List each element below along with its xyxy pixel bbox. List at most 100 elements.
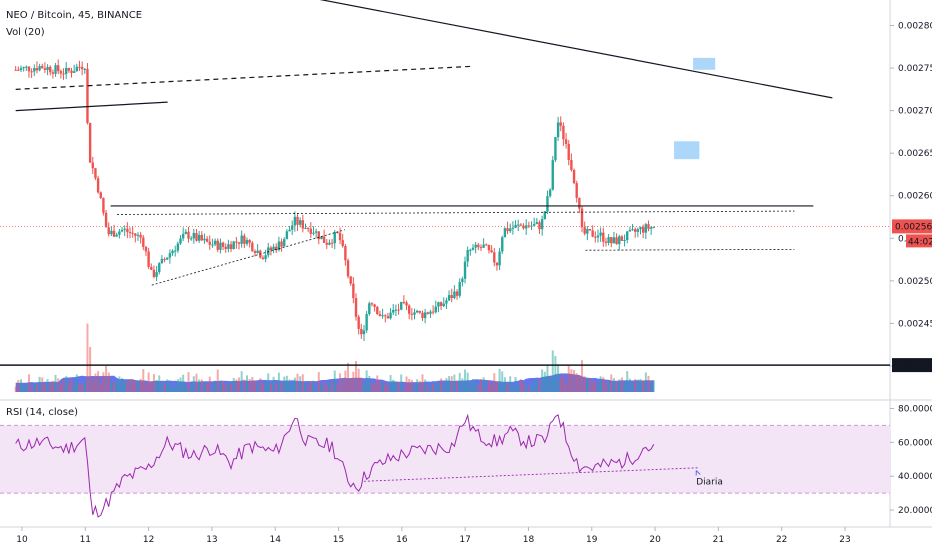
volume-bar — [602, 377, 605, 392]
time-tick-label: 13 — [206, 535, 217, 545]
volume-bar — [206, 384, 209, 392]
candle-body — [216, 240, 219, 250]
volume-bar — [256, 382, 259, 392]
candle-body — [171, 250, 174, 254]
candle-body — [43, 68, 47, 70]
volume-bar — [440, 378, 443, 392]
volume-bar — [147, 372, 150, 392]
support-level-label: 0.002401 — [895, 361, 932, 371]
candle-body — [333, 232, 336, 244]
candle-body — [54, 65, 57, 74]
candle-body — [487, 244, 491, 251]
candle-body — [251, 242, 254, 252]
volume-bar — [466, 372, 469, 392]
volume-bars-group — [14, 323, 655, 392]
candle-body — [49, 66, 52, 73]
candle-body — [636, 229, 640, 232]
candle-body — [495, 262, 499, 266]
volume-bar — [394, 381, 397, 392]
volume-bar — [509, 376, 512, 392]
volume-bar — [503, 377, 506, 392]
candle-body — [344, 246, 347, 261]
volume-bar — [17, 380, 20, 392]
candle-body — [296, 216, 299, 225]
volume-bar — [198, 379, 201, 392]
volume-bar — [121, 378, 124, 392]
volume-bar — [612, 378, 615, 392]
volume-bar — [192, 376, 195, 392]
volume-bar — [269, 383, 272, 392]
volume-bar — [373, 384, 376, 392]
volume-bar — [328, 381, 331, 392]
volume-bar — [200, 379, 203, 392]
time-tick-label: 23 — [839, 535, 850, 545]
candle-body — [224, 246, 227, 249]
candle-body — [578, 197, 581, 209]
price-tick-label: 0.002500 — [898, 277, 932, 287]
volume-bar — [567, 365, 570, 392]
price-tick-label: 0.002600 — [898, 192, 932, 202]
volume-bar — [381, 383, 384, 392]
candle-body — [184, 231, 188, 234]
volume-bar — [107, 372, 110, 392]
volume-bar — [129, 379, 132, 392]
volume-bar — [498, 368, 501, 392]
candle-body — [306, 227, 310, 229]
candle-body — [503, 228, 507, 238]
volume-bar — [631, 385, 634, 392]
rsi-indicator-label[interactable]: RSI (14, close) — [6, 407, 79, 418]
candle-body — [150, 266, 153, 270]
candle-body — [612, 237, 616, 244]
candle-body — [227, 244, 230, 249]
volume-bar — [264, 379, 267, 392]
candle-body — [596, 235, 600, 238]
volume-bar — [150, 381, 153, 392]
candle-body — [591, 230, 594, 237]
time-tick-label: 22 — [776, 535, 787, 545]
candle-body — [493, 252, 496, 263]
volume-bar — [123, 381, 126, 392]
candle-body — [509, 228, 512, 232]
candle-body — [110, 230, 113, 235]
candle-body — [57, 65, 60, 72]
candle-body — [649, 227, 653, 229]
candle-body — [70, 70, 73, 73]
candle-body — [527, 225, 531, 227]
volume-bar — [136, 380, 139, 392]
volume-bar — [479, 378, 482, 392]
volume-bar — [434, 381, 437, 392]
volume-bar — [583, 376, 586, 392]
volume-bar — [67, 382, 70, 392]
volume-indicator-label[interactable]: Vol (20) — [6, 27, 45, 38]
candle-body — [437, 302, 440, 307]
candle-body — [83, 68, 87, 70]
candle-body — [386, 316, 390, 319]
volume-bar — [511, 387, 514, 392]
volume-bar — [623, 382, 626, 392]
volume-bar — [211, 387, 214, 392]
volume-bar — [549, 377, 552, 392]
volume-bar — [182, 374, 185, 392]
candle-body — [524, 225, 528, 229]
time-tick-label: 16 — [396, 535, 408, 545]
volume-bar — [469, 385, 472, 392]
volume-bar — [118, 376, 121, 392]
candle-body — [86, 68, 89, 123]
candle-body — [256, 250, 259, 254]
candle-body — [511, 227, 515, 229]
volume-bar — [238, 377, 241, 392]
volume-bar — [275, 383, 278, 392]
price-tick-label: 0.002650 — [898, 149, 932, 159]
volume-bar — [110, 381, 113, 392]
volume-bar — [546, 365, 549, 392]
candle-body — [253, 251, 257, 254]
volume-bar — [259, 378, 262, 392]
candle-body — [559, 122, 562, 126]
volume-bar — [22, 385, 25, 392]
candle-body — [317, 231, 320, 240]
candle-body — [283, 239, 286, 247]
candle-body — [517, 224, 520, 226]
candle-body — [163, 258, 166, 260]
candle-body — [336, 232, 339, 234]
